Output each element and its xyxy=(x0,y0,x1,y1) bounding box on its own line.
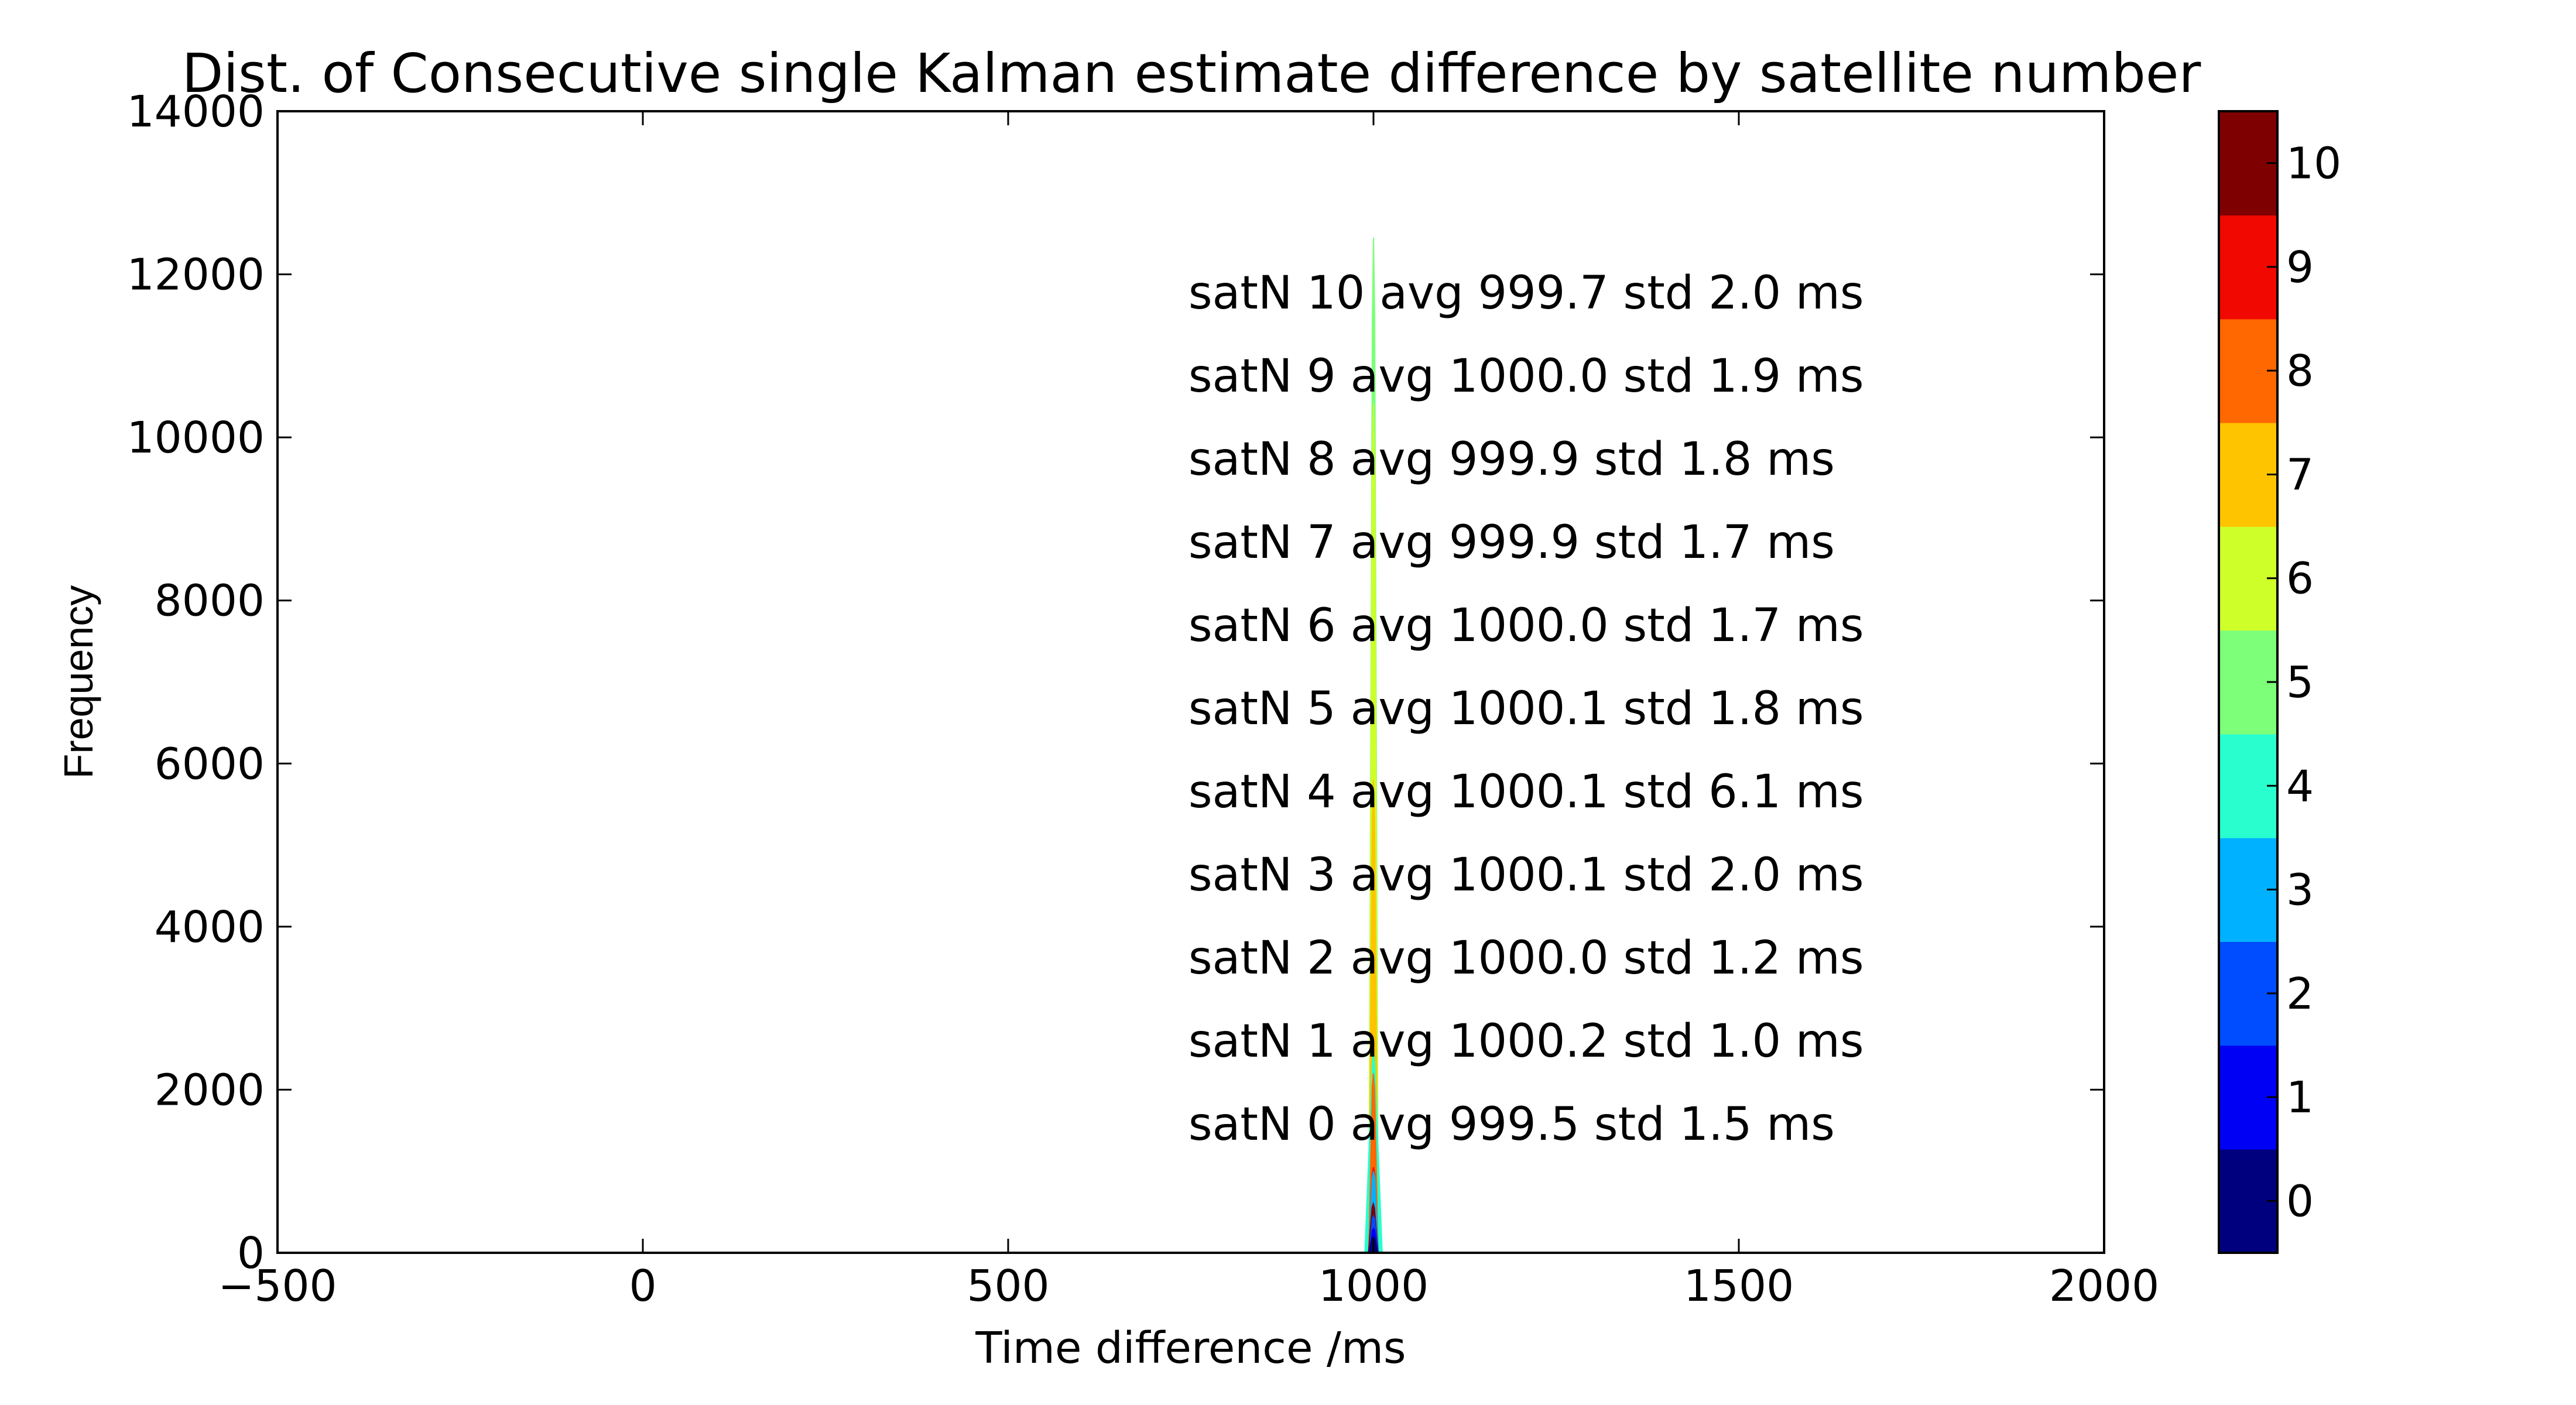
axis-ticks: −500 0 500 1000 1500 200002000400060008000100… xyxy=(127,87,2160,1311)
x-axis-label: Time difference /ms xyxy=(975,1323,1406,1373)
annotation-line: satN 1 avg 1000.2 std 1.0 ms xyxy=(1188,1015,1864,1068)
colorbar-tick-label: 6 xyxy=(2286,554,2314,604)
x-tick-label: 1000 xyxy=(1318,1261,1429,1311)
colorbar-tick-label: 2 xyxy=(2286,969,2314,1019)
plot-area-frame xyxy=(276,110,2105,1254)
x-tick-label: 500 xyxy=(967,1261,1049,1311)
colorbar-tick-label: 9 xyxy=(2286,242,2314,293)
annotation-group: satN 10 avg 999.7 std 2.0 ms satN 9 avg 1… xyxy=(1188,267,1864,1151)
y-tick-label: 4000 xyxy=(155,902,265,952)
colorbar-tick-label: 10 xyxy=(2286,139,2341,189)
colorbar: 0 1 2 3 4 5 6 7 8 9 10 xyxy=(2218,110,2341,1254)
colorbar-segments xyxy=(2219,111,2277,1253)
annotation-line: satN 0 avg 999.5 std 1.5 ms xyxy=(1188,1098,1835,1151)
annotation-line: satN 2 avg 1000.0 std 1.2 ms xyxy=(1188,932,1864,985)
y-tick-label: 8000 xyxy=(155,576,265,626)
x-tick-label: 2000 xyxy=(2049,1261,2159,1311)
colorbar-tick-label: 5 xyxy=(2286,657,2314,708)
y-tick-label: 6000 xyxy=(155,739,265,789)
colorbar-tick-label: 1 xyxy=(2286,1072,2314,1123)
annotation-line: satN 6 avg 1000.0 std 1.7 ms xyxy=(1188,599,1864,652)
y-tick-label: 0 xyxy=(237,1228,265,1279)
annotation-line: satN 8 avg 999.9 std 1.8 ms xyxy=(1188,433,1835,486)
annotation-line: satN 7 avg 999.9 std 1.7 ms xyxy=(1188,516,1835,569)
colorbar-ticks: 0 1 2 3 4 5 6 7 8 9 10 xyxy=(2267,139,2341,1226)
annotation-line: satN 5 avg 1000.1 std 1.8 ms xyxy=(1188,683,1864,735)
x-tick-label: 0 xyxy=(629,1261,656,1311)
x-tick-label: −500 xyxy=(218,1261,337,1311)
annotation-line: satN 4 avg 1000.1 std 6.1 ms xyxy=(1188,766,1864,818)
y-tick-label: 10000 xyxy=(127,413,265,463)
y-tick-label: 2000 xyxy=(155,1065,265,1115)
colorbar-tick-label: 7 xyxy=(2286,450,2314,500)
chart-title: Dist. of Consecutive single Kalman estim… xyxy=(182,42,2201,105)
colorbar-tick-label: 3 xyxy=(2286,865,2314,916)
y-axis-label: Frequency xyxy=(56,585,101,779)
y-tick-label: 12000 xyxy=(127,250,265,300)
y-tick-label: 14000 xyxy=(127,87,265,137)
colorbar-tick-label: 0 xyxy=(2286,1176,2314,1226)
x-tick-label: 1500 xyxy=(1684,1261,1794,1311)
annotation-line: satN 9 avg 1000.0 std 1.9 ms xyxy=(1188,350,1864,403)
annotation-line: satN 3 avg 1000.1 std 2.0 ms xyxy=(1188,849,1864,902)
colorbar-tick-label: 4 xyxy=(2286,761,2314,811)
colorbar-tick-label: 8 xyxy=(2286,346,2314,396)
annotation-line: satN 10 avg 999.7 std 2.0 ms xyxy=(1188,267,1864,320)
